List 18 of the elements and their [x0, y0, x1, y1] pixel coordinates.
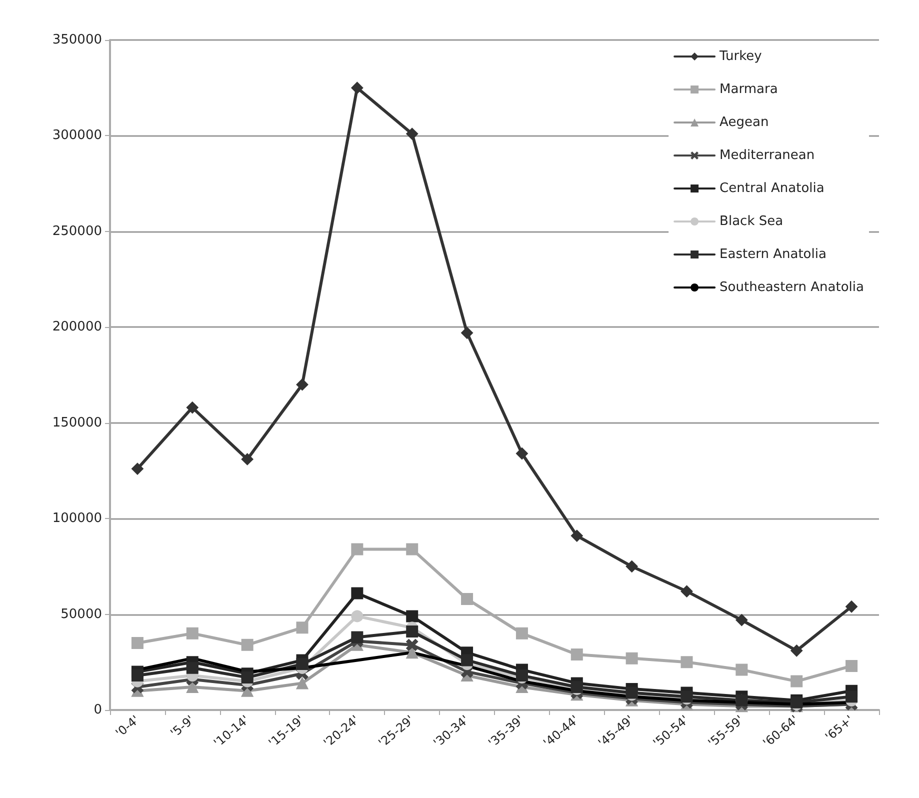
y-tick-label: 50000	[60, 606, 102, 622]
y-tick-label: 0	[94, 702, 102, 718]
legend-label: Marmara	[720, 82, 778, 97]
x-tick-label: '0-4'	[112, 712, 142, 740]
y-tick-label: 200000	[52, 320, 102, 335]
y-tick-label: 100000	[52, 511, 102, 526]
legend-label: Black Sea	[720, 214, 784, 229]
y-tick-label: 350000	[52, 32, 102, 48]
legend-label: Aegean	[720, 115, 769, 130]
legend-label: Southeastern Anatolia	[720, 280, 864, 295]
legend-label: Eastern Anatolia	[720, 247, 826, 262]
y-tick-label: 150000	[52, 415, 102, 430]
legend-label: Turkey	[718, 49, 762, 64]
y-tick-label: 300000	[52, 128, 102, 144]
legend-label: Mediterranean	[720, 148, 815, 163]
x-tick-label: '5-9'	[168, 712, 197, 740]
legend-label: Central Anatolia	[720, 181, 824, 196]
y-tick-label: 250000	[52, 224, 102, 239]
